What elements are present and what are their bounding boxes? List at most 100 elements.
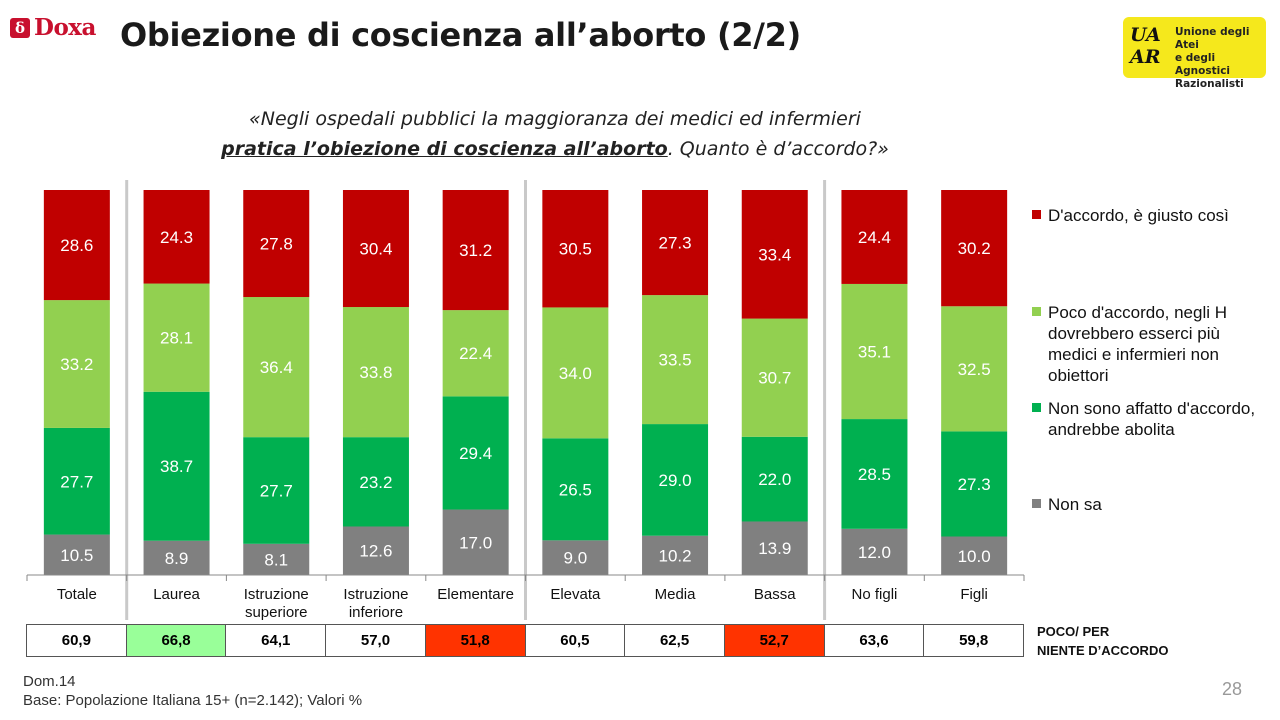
bar-segment <box>143 540 210 575</box>
bar-segment <box>143 391 210 541</box>
data-label: 30.5 <box>559 240 592 259</box>
category-label: Elementare <box>437 586 514 603</box>
summary-cell: 51,8 <box>424 625 525 656</box>
bar-segment <box>342 190 409 308</box>
data-label: 30.2 <box>958 239 991 258</box>
data-label: 27.3 <box>958 475 991 494</box>
data-label: 28.5 <box>858 465 891 484</box>
doxa-mark-icon: δ <box>10 18 30 38</box>
uaar-logo: UA AR Unione degli Atei e degli Agnostic… <box>1123 17 1266 90</box>
bar-segment <box>642 535 709 575</box>
category-label: Figli <box>960 586 988 603</box>
category-label: Media <box>655 586 697 603</box>
bar-segment <box>542 307 609 439</box>
category-label: Bassa <box>754 586 796 603</box>
data-label: 31.2 <box>459 241 492 260</box>
bar-segment <box>941 536 1008 575</box>
bar-segment <box>841 419 908 529</box>
data-label: 9.0 <box>564 549 588 568</box>
doxa-logo: δ Doxa <box>10 14 102 42</box>
data-label: 29.0 <box>659 471 692 490</box>
legend-label-dont-know: Non sa <box>1048 495 1102 514</box>
bar-segment <box>642 295 709 425</box>
bar-segment <box>43 427 110 535</box>
uaar-text: Unione degli Atei e degli Agnostici Razi… <box>1175 26 1250 90</box>
data-label: 33.5 <box>659 351 692 370</box>
bar-segment <box>941 431 1008 537</box>
bar-segment <box>43 300 110 428</box>
category-label: No figli <box>852 586 898 603</box>
legend-item-disagree: Non sono affatto d'accordo, andrebbe abo… <box>1032 398 1263 440</box>
data-label: 30.7 <box>758 369 791 388</box>
question-rest: . Quanto è d’accordo?» <box>667 138 889 160</box>
data-label: 27.8 <box>260 235 293 254</box>
data-label: 28.6 <box>60 236 93 255</box>
data-label: 27.3 <box>659 234 692 253</box>
bar-segment <box>741 436 808 522</box>
bar-segment <box>442 509 509 575</box>
bar-segment <box>243 437 310 544</box>
bar-segment <box>841 190 908 284</box>
summary-cell: 66,8 <box>125 625 226 656</box>
category-label: Istruzione <box>244 586 309 603</box>
data-label: 12.6 <box>359 542 392 561</box>
bar-segment <box>542 540 609 575</box>
data-label: 8.1 <box>264 550 288 569</box>
legend-swatch-little-agree <box>1032 307 1041 316</box>
data-label: 10.2 <box>659 546 692 565</box>
data-label: 10.0 <box>958 547 991 566</box>
legend-swatch-disagree <box>1032 403 1041 412</box>
data-label: 35.1 <box>858 343 891 362</box>
summary-cell: 62,5 <box>624 625 724 656</box>
summary-label: POCO/ PER NIENTE D’ACCORDO <box>1037 624 1169 658</box>
data-label: 23.2 <box>359 473 392 492</box>
bar-segment <box>841 283 908 420</box>
bar-segment <box>43 534 110 575</box>
legend-label-agree: D'accordo, è giusto così <box>1048 206 1229 225</box>
base-note: Base: Popolazione Italiana 15+ (n=2.142)… <box>23 692 363 709</box>
bar-segment <box>442 190 509 311</box>
summary-row: 60,9 66,8 64,1 57,0 51,8 60,5 62,5 52,7 … <box>26 624 1024 657</box>
legend-swatch-dont-know <box>1032 499 1041 508</box>
bar-segment <box>442 396 509 510</box>
bar-segment <box>542 190 609 308</box>
data-label: 12.0 <box>858 543 891 562</box>
page-number: 28 <box>1222 679 1243 699</box>
bar-segment <box>342 437 409 527</box>
question-line2: pratica l’obiezione di coscienza all’abo… <box>150 134 960 164</box>
data-label: 36.4 <box>260 358 293 377</box>
data-label: 33.2 <box>60 355 93 374</box>
category-label: Istruzione <box>343 586 408 603</box>
data-label: 38.7 <box>160 457 193 476</box>
stacked-bar-chart: 10.5 27.7 33.2 28.6 Totale 8.9 38.7 28.1 24.3 Lau… <box>26 180 1025 621</box>
bar-segment <box>941 190 1008 307</box>
uaar-mark-icon: UA AR <box>1130 24 1161 68</box>
data-label: 27.7 <box>260 481 293 500</box>
data-label: 17.0 <box>459 533 492 552</box>
bar-segment <box>342 526 409 575</box>
bar-segment <box>941 306 1008 432</box>
legend-item-agree: D'accordo, è giusto così <box>1032 205 1263 226</box>
data-label: 22.0 <box>758 470 791 489</box>
question-code: Dom.14 <box>23 673 76 690</box>
summary-cell: 63,6 <box>823 625 924 656</box>
bar-segment <box>143 190 210 284</box>
category-label: Totale <box>57 586 97 603</box>
bar-segment <box>243 190 310 298</box>
summary-cell: 60,9 <box>27 625 126 656</box>
category-label: inferiore <box>349 604 403 621</box>
legend-label-disagree: Non sono affatto d'accordo, andrebbe abo… <box>1048 399 1256 439</box>
data-label: 32.5 <box>958 360 991 379</box>
data-label: 26.5 <box>559 480 592 499</box>
bar-segment <box>243 297 310 438</box>
bar-segment <box>143 283 210 392</box>
data-label: 13.9 <box>758 539 791 558</box>
bar-segment <box>243 543 310 575</box>
data-label: 24.4 <box>858 228 891 247</box>
summary-cell: 52,7 <box>723 625 824 656</box>
question-emphasis: pratica l’obiezione di coscienza all’abo… <box>221 138 668 160</box>
page-title: Obiezione di coscienza all’aborto (2/2) <box>120 16 801 54</box>
bar-segment <box>542 438 609 541</box>
data-label: 8.9 <box>165 549 189 568</box>
bar-segment <box>442 310 509 397</box>
